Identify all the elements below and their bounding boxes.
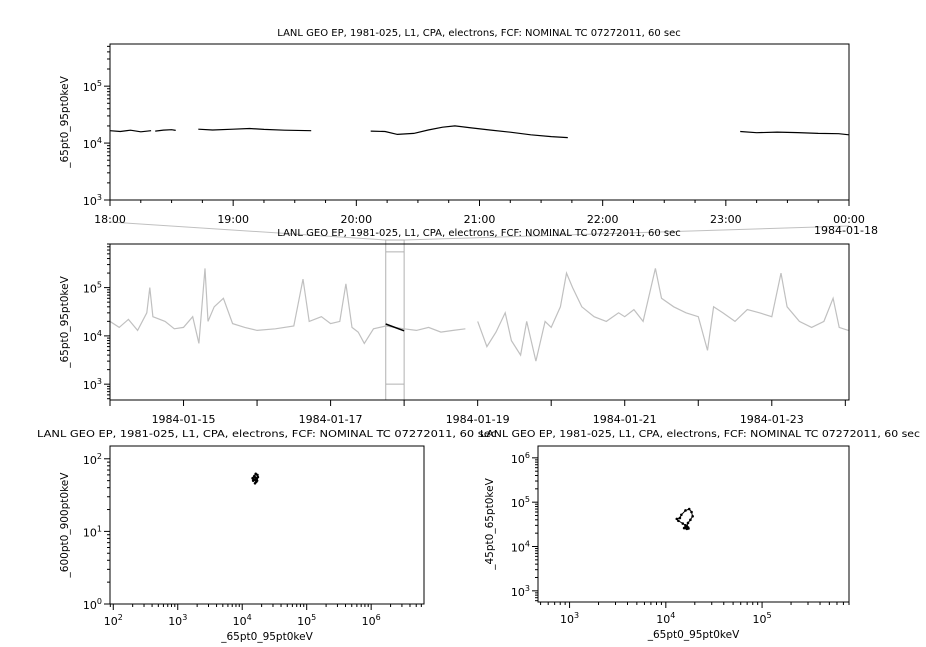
scatter-panel-right: LANL GEO EP, 1981-025, L1, CPA, electron… xyxy=(480,429,920,641)
chart-title: LANL GEO EP, 1981-025, L1, CPA, electron… xyxy=(480,429,920,440)
x-tick-label: 103 xyxy=(560,611,579,626)
data-point xyxy=(685,524,689,528)
data-layer xyxy=(110,125,849,139)
series-line xyxy=(155,129,176,132)
x-tick-date-label: 1984-01-18 xyxy=(814,224,878,237)
data-point xyxy=(678,516,682,520)
x-tick-label: 19:00 xyxy=(217,213,249,226)
data-point xyxy=(689,518,692,522)
y-tick-label: 105 xyxy=(83,281,102,296)
data-point xyxy=(251,479,255,482)
data-point xyxy=(683,526,687,530)
x-tick-label: 20:00 xyxy=(340,213,372,226)
x-tick-label: 1984-01-23 xyxy=(740,413,804,426)
plot-frame xyxy=(537,445,850,603)
connector-line-left xyxy=(109,221,386,241)
x-tick-label: 105 xyxy=(753,611,772,626)
scatter-panel-left: LANL GEO EP, 1981-025, L1, CPA, electron… xyxy=(37,429,497,643)
data-point xyxy=(687,527,690,530)
series-line xyxy=(740,130,849,136)
data-point xyxy=(677,519,680,523)
plot-frame xyxy=(109,243,850,401)
data-point xyxy=(680,513,683,517)
x-tick-label: 18:00 xyxy=(94,213,126,226)
connector-line-right xyxy=(404,225,850,241)
x-tick-label: 102 xyxy=(104,613,123,628)
y-tick-label: 103 xyxy=(83,377,102,392)
y-tick-label: 106 xyxy=(511,451,530,466)
data-point xyxy=(675,517,679,521)
top-time-series-panel: LANL GEO EP, 1981-025, L1, CPA, electron… xyxy=(59,28,878,237)
y-axis-label: _600pt0_900pt0keV xyxy=(59,472,71,579)
plot-frame xyxy=(109,43,850,201)
data-point xyxy=(256,473,259,477)
data-point xyxy=(687,507,691,511)
chart-title: LANL GEO EP, 1981-025, L1, CPA, electron… xyxy=(37,429,497,440)
x-tick-label: 22:00 xyxy=(587,213,619,226)
x-tick-label: 1984-01-17 xyxy=(299,413,363,426)
data-point xyxy=(254,478,257,482)
y-tick-label: 103 xyxy=(83,193,102,208)
data-point xyxy=(251,476,254,480)
data-layer xyxy=(110,268,849,362)
chart-title: LANL GEO EP, 1981-025, L1, CPA, electron… xyxy=(277,28,680,39)
series-line xyxy=(110,268,466,345)
x-tick-label: 104 xyxy=(233,613,252,628)
y-axis-label: _65pt0_95pt0keV xyxy=(59,75,71,168)
y-tick-label: 105 xyxy=(511,495,530,510)
y-tick-label: 104 xyxy=(511,540,530,555)
x-axis-label: _65pt0_95pt0keV xyxy=(220,631,313,643)
series-line xyxy=(110,129,152,133)
series-line xyxy=(477,268,849,362)
y-tick-label: 104 xyxy=(83,136,102,151)
x-tick-label: 1984-01-21 xyxy=(593,413,657,426)
data-point xyxy=(681,522,685,525)
x-tick-label: 104 xyxy=(656,611,675,626)
series-line xyxy=(370,125,568,139)
overview-time-series-panel: LANL GEO EP, 1981-025, L1, CPA, electron… xyxy=(59,228,850,426)
y-tick-label: 100 xyxy=(83,597,102,612)
x-tick-label: 1984-01-15 xyxy=(152,413,216,426)
data-point xyxy=(690,510,693,514)
x-tick-label: 1984-01-19 xyxy=(446,413,510,426)
y-tick-label: 105 xyxy=(83,79,102,94)
x-tick-label: 00:00 xyxy=(833,213,865,226)
y-axis-label: _65pt0_95pt0keV xyxy=(59,275,71,368)
y-tick-label: 104 xyxy=(83,329,102,344)
plot-frame xyxy=(109,445,425,605)
data-point xyxy=(253,481,257,485)
x-axis-label: _65pt0_95pt0keV xyxy=(647,629,740,641)
series-line xyxy=(198,127,312,132)
highlighted-series-line xyxy=(385,323,405,332)
zoom-range-box xyxy=(385,239,405,401)
y-tick-label: 102 xyxy=(83,452,102,467)
y-tick-label: 103 xyxy=(511,584,530,599)
y-axis-label: _45pt0_65pt0keV xyxy=(484,477,496,570)
data-point xyxy=(252,475,256,478)
data-point xyxy=(684,509,687,512)
data-layer xyxy=(251,472,260,485)
y-tick-label: 101 xyxy=(83,524,102,539)
zoom-connector xyxy=(109,221,850,241)
data-point xyxy=(686,521,690,525)
x-tick-label: 23:00 xyxy=(710,213,742,226)
x-tick-label: 21:00 xyxy=(464,213,496,226)
x-tick-label: 105 xyxy=(297,613,316,628)
data-layer xyxy=(675,507,694,531)
chart-title: LANL GEO EP, 1981-025, L1, CPA, electron… xyxy=(277,228,680,239)
x-tick-label: 106 xyxy=(362,613,381,628)
data-point xyxy=(691,515,694,518)
x-tick-label: 103 xyxy=(168,613,187,628)
